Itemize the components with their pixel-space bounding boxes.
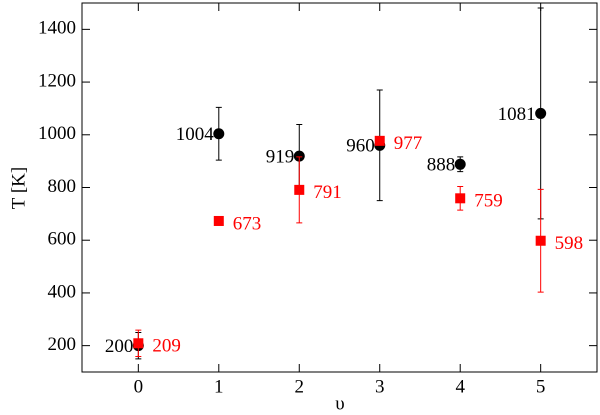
y-axis-label: T [K]	[8, 167, 29, 209]
x-tick-label: 5	[536, 376, 546, 397]
data-label: 759	[474, 191, 503, 212]
point	[455, 193, 466, 204]
x-tick-label: 1	[214, 376, 224, 397]
data-label: 791	[313, 182, 342, 203]
y-tick-label: 200	[48, 334, 77, 355]
y-tick-label: 400	[48, 281, 77, 302]
data-label: 200	[105, 336, 134, 357]
point	[454, 158, 466, 170]
data-label: 919	[266, 146, 295, 167]
data-label: 1081	[498, 104, 536, 125]
x-axis-label: υ	[335, 393, 344, 414]
point	[213, 215, 224, 226]
data-label: 977	[394, 133, 423, 154]
point	[133, 338, 144, 349]
point	[293, 150, 305, 162]
data-label: 598	[555, 233, 584, 254]
data-label: 1004	[176, 124, 215, 145]
data-label: 209	[152, 336, 181, 357]
point	[535, 235, 546, 246]
data-label: 673	[233, 213, 262, 234]
y-tick-label: 800	[48, 176, 77, 197]
x-tick-label: 3	[375, 376, 385, 397]
y-tick-label: 1200	[38, 70, 76, 91]
x-tick-label: 2	[295, 376, 305, 397]
point	[294, 184, 305, 195]
point	[535, 107, 547, 119]
data-label: 960	[346, 136, 375, 157]
y-tick-label: 1400	[38, 18, 76, 39]
y-tick-label: 600	[48, 229, 77, 250]
y-tick-label: 1000	[38, 123, 76, 144]
point	[374, 135, 385, 146]
x-tick-label: 4	[455, 376, 465, 397]
data-label: 888	[427, 155, 456, 176]
x-tick-label: 0	[134, 376, 144, 397]
point	[213, 128, 225, 140]
